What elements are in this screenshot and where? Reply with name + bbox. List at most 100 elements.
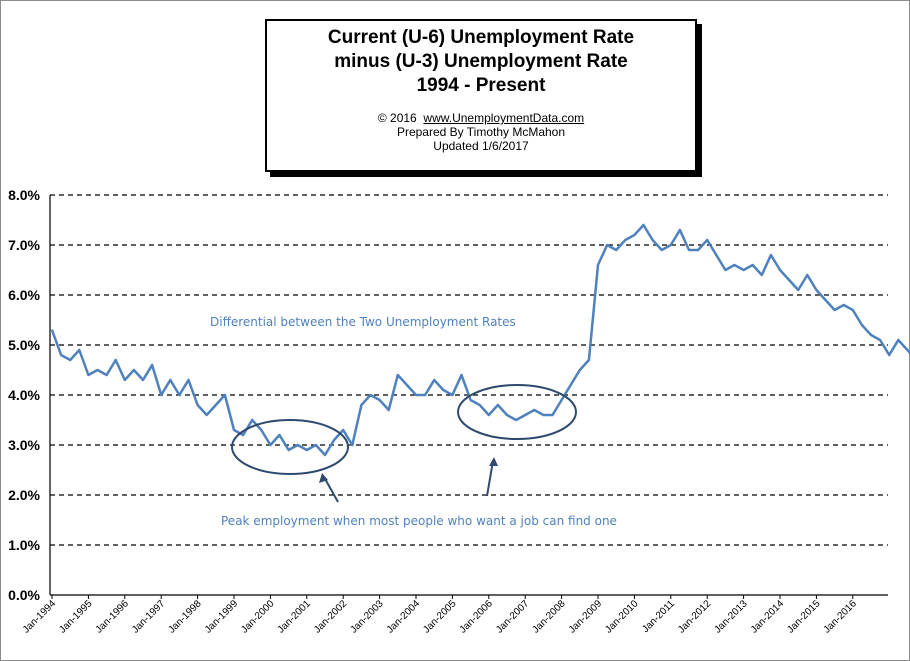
data-point (688, 249, 690, 251)
data-point (260, 429, 263, 431)
arrow-head-icon (489, 457, 498, 466)
peak-ellipse-2000 (231, 419, 349, 475)
differential-annotation: Differential between the Two Unemploymen… (210, 315, 516, 329)
data-point (533, 409, 536, 411)
data-point (233, 429, 235, 431)
data-point (779, 269, 781, 271)
data-point (815, 289, 818, 291)
x-tick-label: Jan-2001 (276, 598, 314, 636)
x-tick-label: Jan-2015 (785, 598, 823, 636)
series-line (50, 223, 910, 457)
x-tick-label: Jan-1998 (166, 598, 204, 636)
data-point (460, 374, 463, 376)
data-point (96, 369, 99, 371)
x-tick-label: Jan-1999 (203, 598, 241, 636)
data-point (852, 309, 854, 311)
data-point (169, 379, 172, 381)
data-point (497, 404, 499, 406)
axis-layer: 0.0% 1.0% 2.0% 3.0% 4.0% 5.0% 6.0% 7.0% 8.0% Jan-… (8, 187, 888, 636)
x-tick-label: Jan-2003 (348, 598, 386, 636)
y-tick-label: 5.0% (8, 337, 40, 353)
data-point (415, 394, 417, 396)
x-tick-label: Jan-2014 (749, 598, 787, 636)
peak-employment-annotation: Peak employment when most people who wan… (221, 514, 617, 528)
x-tick-label: Jan-1994 (21, 598, 59, 636)
data-point (870, 334, 872, 336)
data-point (733, 264, 736, 266)
x-tick-label: Jan-2004 (385, 598, 423, 636)
data-point (469, 399, 472, 401)
data-point (251, 419, 253, 421)
data-point (78, 349, 81, 351)
x-tick-label: Jan-2002 (312, 598, 350, 636)
data-point (788, 279, 790, 281)
data-point (406, 384, 408, 386)
data-point (315, 444, 317, 446)
data-point (879, 339, 881, 341)
website-link[interactable]: www.UnemploymentData.com (423, 111, 585, 125)
chart-title-line-1: Current (U-6) Unemployment Rate (327, 27, 635, 48)
y-tick-label: 4.0% (8, 387, 40, 403)
data-point (351, 444, 354, 446)
data-point (269, 444, 272, 446)
data-point (378, 399, 381, 401)
data-point (387, 409, 390, 411)
data-point (397, 374, 399, 376)
data-point (506, 414, 508, 416)
data-point (697, 249, 699, 251)
data-point (633, 234, 636, 236)
data-point (433, 379, 436, 381)
copyright-text: © 2016 (377, 111, 417, 125)
x-tick-label: Jan-2009 (567, 598, 605, 636)
data-point (124, 379, 126, 381)
data-point (824, 299, 827, 301)
data-point (488, 414, 490, 416)
x-tick-label: Jan-2008 (530, 598, 568, 636)
data-point (715, 254, 718, 256)
peak-ellipse-2006 (457, 384, 577, 440)
x-tick-label: Jan-2000 (239, 598, 277, 636)
y-tick-label: 1.0% (8, 537, 40, 553)
data-point (178, 394, 181, 396)
data-point (360, 404, 363, 406)
data-point (524, 414, 526, 416)
prepared-by-text: Prepared By Timothy McMahon (396, 125, 566, 139)
data-point (679, 229, 681, 231)
data-point (306, 449, 308, 451)
data-point (797, 289, 799, 291)
x-tick-label: Jan-2013 (712, 598, 750, 636)
data-point (569, 384, 572, 386)
data-point (542, 414, 545, 416)
data-point (888, 354, 890, 356)
data-point (442, 389, 445, 391)
data-point (515, 419, 517, 421)
data-point (597, 264, 599, 266)
data-point (451, 394, 454, 396)
data-point (196, 404, 199, 406)
data-point (906, 349, 909, 351)
data-point (724, 269, 727, 271)
x-tick-label: Jan-2016 (822, 598, 860, 636)
chart-title-line-2: minus (U-3) Unemployment Rate (334, 51, 628, 72)
data-point (278, 434, 281, 436)
data-point (615, 249, 617, 251)
data-point (105, 374, 108, 376)
data-point (478, 404, 481, 406)
y-tick-label: 0.0% (8, 587, 40, 603)
data-point (770, 254, 772, 256)
data-point (751, 264, 754, 266)
data-point (160, 394, 162, 396)
data-point (287, 449, 290, 451)
y-tick-label: 3.0% (8, 437, 40, 453)
arrow-head-icon (319, 473, 328, 483)
y-tick-label: 6.0% (8, 287, 40, 303)
data-point (842, 304, 845, 306)
data-point (861, 324, 863, 326)
data-point (87, 374, 90, 376)
data-point (624, 239, 627, 241)
x-tick-label: Jan-2006 (458, 598, 496, 636)
data-point (60, 354, 62, 356)
data-point (660, 249, 663, 251)
data-point (424, 394, 426, 396)
y-tick-label: 8.0% (8, 187, 40, 203)
